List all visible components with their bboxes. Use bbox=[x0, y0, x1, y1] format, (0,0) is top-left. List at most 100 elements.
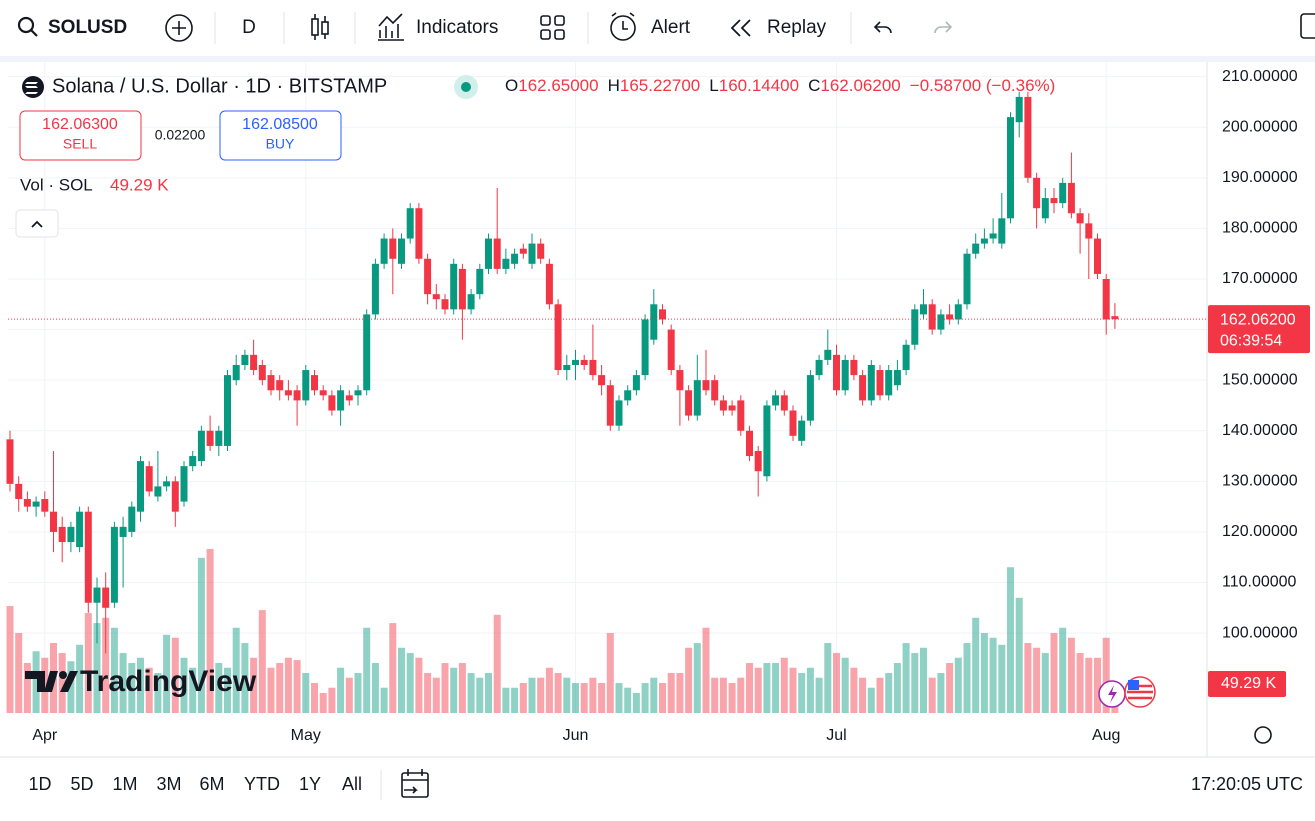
candle-body bbox=[23, 499, 31, 507]
candle-body bbox=[15, 483, 23, 500]
candle-body bbox=[502, 258, 510, 269]
volume-bar bbox=[511, 687, 519, 713]
range-button[interactable]: 6M bbox=[199, 774, 224, 794]
volume-tag-label: 49.29 K bbox=[1221, 675, 1276, 692]
candle-body bbox=[841, 359, 849, 391]
buy-price: 162.08500 bbox=[242, 116, 318, 133]
volume-bar bbox=[728, 683, 736, 713]
volume-bar bbox=[189, 667, 197, 713]
range-button[interactable]: All bbox=[342, 774, 362, 794]
candle-body bbox=[180, 466, 188, 502]
candle-body bbox=[50, 511, 57, 532]
candle-body bbox=[476, 268, 484, 295]
volume-bar bbox=[972, 617, 980, 713]
add-symbol[interactable] bbox=[165, 14, 193, 42]
range-button[interactable]: 3M bbox=[156, 774, 181, 794]
volume-bar bbox=[1007, 567, 1014, 713]
candle-body bbox=[719, 400, 727, 411]
goto-date[interactable] bbox=[401, 769, 429, 798]
volume-bar bbox=[1033, 647, 1041, 713]
volume-bar bbox=[737, 677, 745, 713]
volume-bars bbox=[6, 549, 1119, 713]
candle-body bbox=[911, 309, 919, 345]
y-tick-label: 140.00000 bbox=[1222, 422, 1298, 439]
candle-body bbox=[93, 587, 101, 603]
volume-bar bbox=[432, 677, 440, 713]
y-tick-label: 190.00000 bbox=[1222, 169, 1298, 186]
o-label: O bbox=[505, 76, 518, 95]
countdown: 06:39:54 bbox=[1220, 332, 1282, 349]
settings-icon[interactable] bbox=[1254, 726, 1272, 744]
watermark-text: TradingView bbox=[80, 665, 257, 698]
y-tick-label: 210.00000 bbox=[1222, 68, 1298, 85]
volume-bar bbox=[328, 687, 336, 713]
volume-bar bbox=[1050, 633, 1058, 713]
replay[interactable]: Replay bbox=[767, 17, 827, 38]
candle-body bbox=[772, 395, 780, 406]
candle-body bbox=[450, 263, 458, 310]
templates-icon[interactable] bbox=[540, 15, 565, 40]
x-tick-label: May bbox=[291, 727, 321, 744]
range-button[interactable]: 1Y bbox=[299, 774, 321, 794]
candle-body bbox=[319, 390, 327, 396]
volume-bar bbox=[67, 661, 75, 713]
layout-button[interactable] bbox=[1300, 13, 1315, 39]
candles bbox=[6, 91, 1119, 654]
alert-icon[interactable] bbox=[610, 15, 636, 41]
volume-bar bbox=[893, 663, 901, 713]
undo[interactable] bbox=[873, 21, 892, 34]
high: 165.22700 bbox=[620, 76, 700, 95]
volume-bar bbox=[458, 663, 466, 713]
volume-legend-value: 49.29 K bbox=[110, 175, 169, 194]
search-icon[interactable] bbox=[17, 16, 35, 34]
interval[interactable]: D bbox=[242, 17, 256, 38]
candle-body bbox=[41, 499, 49, 512]
candle-body bbox=[667, 329, 675, 371]
volume-bar bbox=[711, 677, 719, 713]
range-button[interactable]: YTD bbox=[244, 774, 280, 794]
volume-bar bbox=[867, 687, 875, 713]
volume-bar bbox=[224, 667, 231, 713]
volume-bar bbox=[519, 683, 527, 713]
candle-body bbox=[58, 526, 66, 543]
candle-body bbox=[171, 481, 179, 512]
volume-bar bbox=[763, 663, 771, 713]
buy-button[interactable] bbox=[219, 110, 342, 161]
candle-body bbox=[424, 258, 432, 295]
chart-type-icon[interactable] bbox=[311, 14, 329, 40]
collapse-button[interactable] bbox=[15, 209, 59, 238]
redo[interactable] bbox=[934, 21, 953, 34]
volume-bar bbox=[415, 657, 423, 713]
candle-body bbox=[76, 511, 84, 548]
candle-body bbox=[702, 380, 710, 391]
candle-body bbox=[241, 354, 249, 365]
volume-bar bbox=[545, 667, 553, 713]
candle-body bbox=[67, 526, 75, 543]
candle-body bbox=[189, 456, 197, 467]
range-button[interactable]: 1D bbox=[28, 774, 51, 794]
range-button[interactable]: 5D bbox=[70, 774, 93, 794]
volume-bar bbox=[702, 627, 710, 713]
replay-icon[interactable] bbox=[730, 19, 751, 37]
alert[interactable]: Alert bbox=[651, 17, 691, 38]
symbol[interactable]: SOLUSD bbox=[48, 17, 127, 38]
volume-bar bbox=[833, 653, 840, 713]
indicators-icon[interactable] bbox=[378, 13, 404, 41]
sell-price: 162.06300 bbox=[42, 116, 118, 133]
l-label: L bbox=[709, 76, 718, 95]
candle-body bbox=[545, 263, 553, 305]
indicators[interactable]: Indicators bbox=[416, 17, 498, 38]
clock[interactable]: 17:20:05 UTC bbox=[1191, 774, 1303, 794]
sell-button[interactable] bbox=[19, 110, 142, 161]
volume-bar bbox=[1094, 657, 1101, 713]
candle-body bbox=[1007, 117, 1014, 219]
candle-body bbox=[920, 304, 927, 315]
volume-bar bbox=[876, 677, 884, 713]
volume-bar bbox=[406, 653, 414, 713]
price-axis: 100.00000 110.00000 120.00000 130.00000 140.… bbox=[1208, 68, 1310, 698]
volume-bar bbox=[58, 653, 66, 713]
candle-body bbox=[1050, 198, 1058, 204]
range-button[interactable]: 1M bbox=[112, 774, 137, 794]
volume-bar bbox=[589, 677, 597, 713]
